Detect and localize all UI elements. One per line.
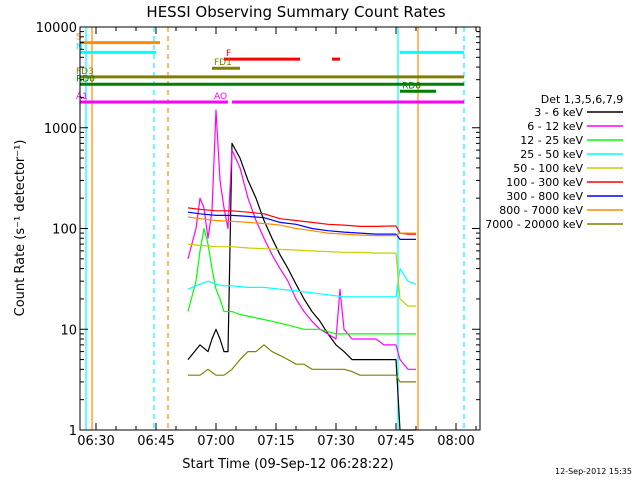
x-tick-label: 06:45 — [137, 434, 174, 449]
legend-title: Det 1,3,5,6,7,9 — [541, 93, 624, 106]
series-line — [187, 243, 416, 307]
y-axis-label: Count Rate (s⁻¹ detector⁻¹) — [13, 140, 28, 317]
flag-bar-label: FD1 — [214, 58, 232, 68]
flag-bar-label: F — [226, 49, 231, 59]
series-line — [187, 227, 416, 335]
series-line — [187, 142, 416, 431]
legend-entry-label: 100 - 300 keV — [506, 176, 583, 189]
series-line — [187, 109, 416, 370]
x-tick-label: 07:45 — [377, 434, 414, 449]
y-tick-label: 10000 — [36, 21, 77, 36]
x-tick-label: 07:00 — [197, 434, 234, 449]
y-tick-label: 1000 — [44, 122, 77, 137]
series-line — [187, 268, 417, 298]
legend-entry-label: 3 - 6 keV — [534, 106, 583, 119]
flag-bar-label: RD6 — [402, 81, 421, 91]
x-tick-label: 07:15 — [257, 434, 294, 449]
series-line — [188, 344, 416, 383]
flag-bar-label: FD3 — [76, 67, 94, 77]
flag-bar-label: AO — [214, 92, 227, 102]
series-line — [187, 207, 416, 235]
legend-entry-label: 800 - 7000 keV — [499, 204, 583, 217]
flag-bar-label: N — [76, 42, 83, 52]
legend-entry-label: 25 - 50 keV — [520, 148, 583, 161]
legend-entry-label: 7000 - 20000 keV — [485, 218, 583, 231]
y-tick-label: 100 — [52, 223, 77, 238]
legend-entry-label: 50 - 100 keV — [513, 162, 583, 175]
chart-title: HESSI Observing Summary Count Rates — [146, 3, 445, 21]
y-tick-label: 1 — [69, 424, 77, 439]
flag-bar-label: RD0 — [76, 74, 95, 84]
x-tick-label: 06:30 — [77, 434, 114, 449]
y-tick-label: 10 — [60, 323, 77, 338]
generation-timestamp: 12-Sep-2012 15:35 — [555, 467, 632, 476]
series-line — [187, 216, 416, 237]
flag-bar-label: S — [76, 33, 82, 43]
x-tick-label: 08:00 — [437, 434, 474, 449]
x-axis-label: Start Time (09-Sep-12 06:28:22) — [182, 457, 393, 472]
series-lines — [187, 109, 417, 431]
legend-entry-label: 300 - 800 keV — [506, 190, 583, 203]
axes: 06:30 06:45 07:00 07:15 07:30 07:45 08:00 1 10 10… — [36, 21, 480, 449]
x-tick-label: 07:30 — [317, 434, 354, 449]
legend-entry-label: 12 - 25 keV — [520, 134, 583, 147]
legend-entry-label: 6 - 12 keV — [527, 120, 583, 133]
